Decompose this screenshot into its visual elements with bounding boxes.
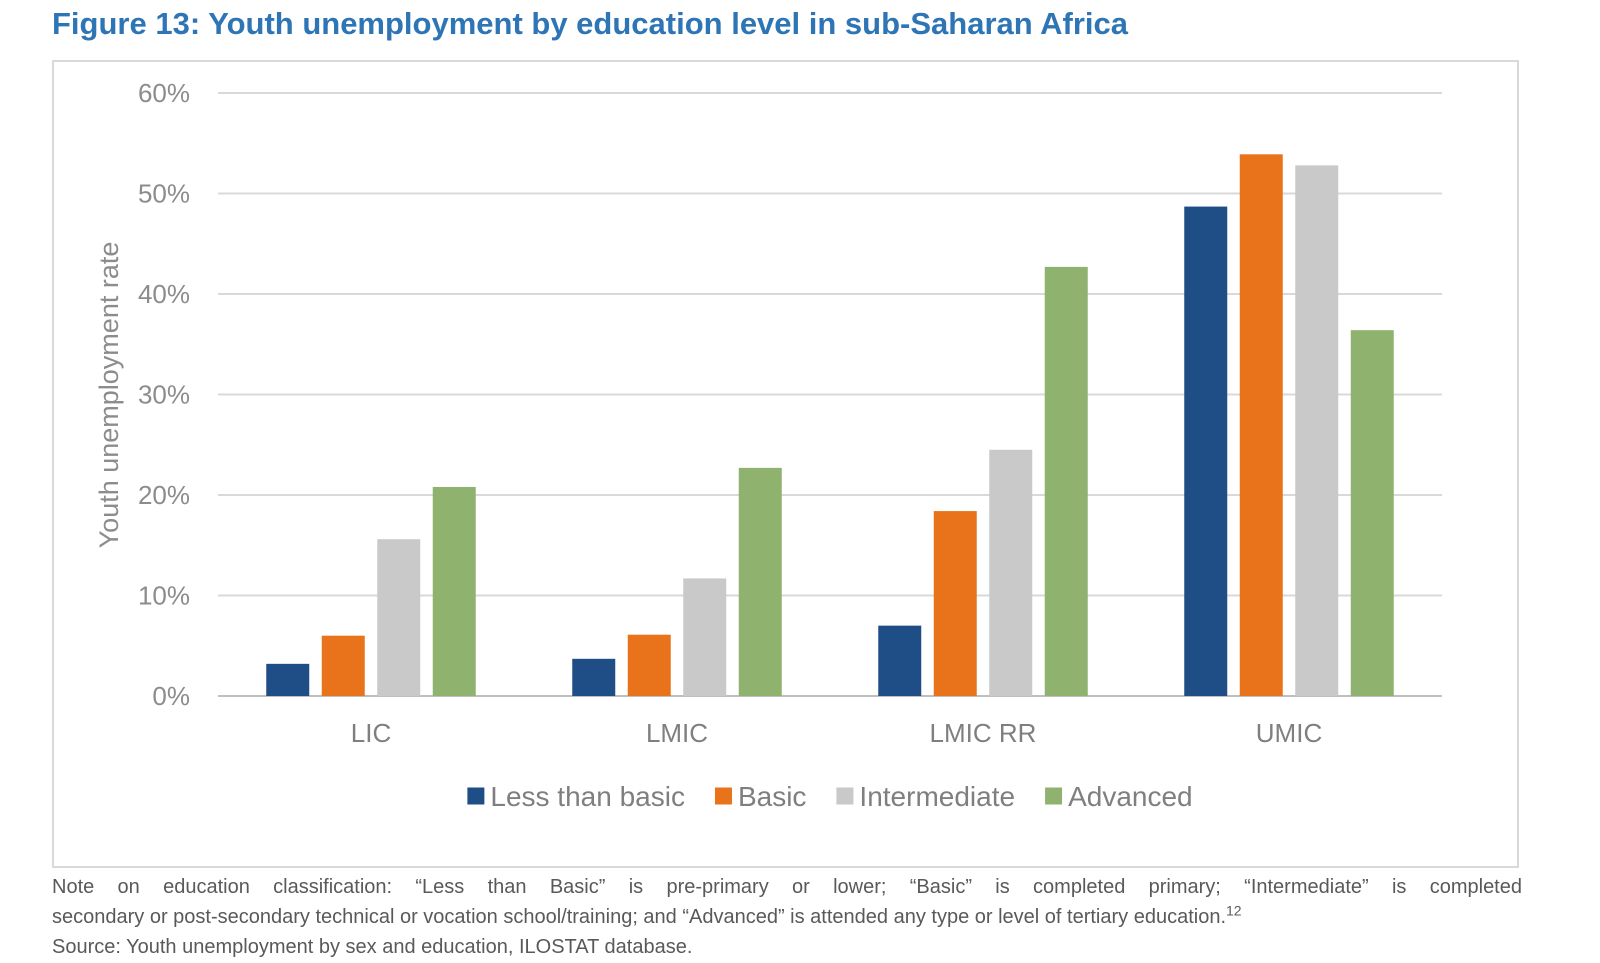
x-category-label: UMIC [1256,718,1322,748]
legend-label: Less than basic [490,781,685,812]
note-line-1: Note on education classification: “Less … [52,876,1522,898]
bar-intermediate-lic [377,539,421,696]
note-line-2-text: secondary or post-secondary technical or… [52,906,1226,928]
chart-note: Note on education classification: “Less … [52,872,1522,962]
bar-basic-lmic [627,634,671,696]
bar-intermediate-lmic [683,578,727,696]
y-tick-label: 40% [138,279,190,309]
bar-less-than-basic-lmic-rr [878,625,922,696]
bar-intermediate-umic [1295,165,1339,697]
note-line-2: secondary or post-secondary technical or… [52,902,1522,932]
gridlines [218,92,1442,697]
y-tick-label: 50% [138,179,190,209]
source-line: Source: Youth unemployment by sex and ed… [52,936,693,958]
y-axis-title: Youth unemployment rate [94,242,124,549]
legend-label: Basic [738,781,806,812]
bar-basic-umic [1239,154,1283,696]
chart-frame: 0% 10% 20% 30% 40% 50% 60% LIC LMIC LMIC RR UMIC … [52,60,1519,868]
bar-advanced-lic [432,486,476,696]
x-axis-categories: LIC LMIC LMIC RR UMIC [351,718,1322,748]
x-category-label: LMIC RR [930,718,1037,748]
legend-swatch [836,787,854,805]
figure-title: Figure 13: Youth unemployment by educati… [52,6,1129,41]
bar-basic-lic [321,635,365,696]
legend-swatch [467,787,485,805]
legend-item-less-than-basic: Less than basic [467,781,685,812]
legend-item-intermediate: Intermediate [836,781,1015,812]
y-tick-label: 0% [152,681,190,711]
legend-label: Intermediate [859,781,1015,812]
y-tick-label: 20% [138,480,190,510]
legend-swatch [714,787,732,805]
footnote-reference: 12 [1226,902,1242,919]
legend-swatch [1045,787,1063,805]
bar-less-than-basic-umic [1184,206,1228,696]
bar-basic-lmic-rr [933,511,977,696]
bar-less-than-basic-lmic [572,658,616,696]
legend-label: Advanced [1068,781,1193,812]
y-tick-label: 10% [138,581,190,611]
bar-advanced-lmic-rr [1044,266,1088,696]
y-axis-ticks: 0% 10% 20% 30% 40% 50% 60% [138,78,190,711]
x-category-label: LMIC [646,718,708,748]
legend: Less than basic Basic Intermediate Advanced [467,781,1193,812]
y-tick-label: 30% [138,380,190,410]
bar-advanced-lmic [738,467,782,696]
bar-less-than-basic-lic [266,663,310,696]
bar-advanced-umic [1350,330,1394,696]
legend-item-advanced: Advanced [1045,781,1193,812]
y-tick-label: 60% [138,78,190,108]
bar-chart: 0%10%20%30%40%50%60% LIC LMIC LMIC RR UMIC … [94,78,1442,812]
bar-intermediate-lmic-rr [989,449,1033,696]
legend-item-basic: Basic [714,781,806,812]
x-category-label: LIC [351,718,391,748]
bars [266,154,1394,697]
